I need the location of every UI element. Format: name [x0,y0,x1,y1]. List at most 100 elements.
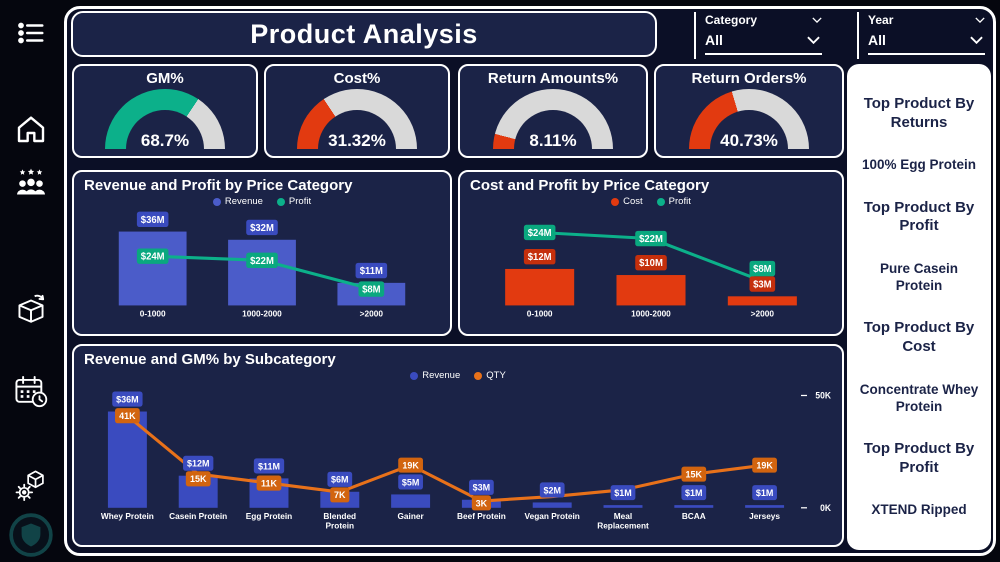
svg-text:$22M: $22M [250,256,274,267]
svg-text:Replacement: Replacement [597,520,649,530]
category-slicer: Category All [694,12,824,59]
kpi-title: Return Amounts% [487,70,619,87]
kpi-title: Cost% [333,70,381,87]
kpi-value: 40.73% [720,131,778,150]
svg-text:1000-2000: 1000-2000 [242,309,282,319]
svg-text:$36M: $36M [141,215,165,226]
svg-text:$12M: $12M [187,458,210,468]
svg-text:>2000: >2000 [751,309,775,319]
legend-item[interactable]: Cost [611,196,643,207]
kpi-value: 8.11% [529,131,577,150]
svg-text:Casein Protein: Casein Protein [169,511,227,521]
svg-text:Jerseys: Jerseys [749,511,780,521]
chart-title: Cost and Profit by Price Category [470,177,710,194]
top-product-value: Concentrate Whey Protein [859,381,979,414]
cost-profit-plot[interactable]: 0-1000 1000-2000 >2000 $12M $10M $3M $24M $22M $… [468,209,834,328]
svg-text:Blended: Blended [323,511,356,521]
svg-text:11K: 11K [261,478,277,488]
revenue-profit-chart-card: Revenue and Profit by Price Category Rev… [72,170,452,336]
kpi-title: Return Orders% [691,70,807,87]
svg-text:Meal: Meal [614,511,632,521]
svg-text:$36M: $36M [116,394,139,404]
gauge: 40.73% [689,89,809,151]
revenue-profit-plot[interactable]: 0-1000 1000-2000 >2000 $36M $32M $11M $24M $22M… [82,209,442,328]
svg-text:7K: 7K [334,490,346,500]
svg-text:Egg Protein: Egg Protein [246,511,292,521]
svg-text:$3M: $3M [473,483,491,493]
svg-text:0K: 0K [820,503,832,513]
chart-legend: Revenue QTY [82,370,834,381]
page-title-bar: Product Analysis [71,11,657,57]
kpi-card-cost-[interactable]: Cost% 31.32% [264,64,450,158]
svg-text:19K: 19K [402,460,419,470]
legend-item[interactable]: Profit [276,196,311,207]
page-title: Product Analysis [250,18,478,49]
svg-text:$8M: $8M [753,264,771,275]
dashboard-frame: Product Analysis Category All Year All G… [64,6,996,556]
category-dropdown[interactable]: All [705,29,822,55]
chart-legend: Cost Profit [468,196,834,207]
legend-dot [276,197,285,206]
svg-text:$11M: $11M [258,461,280,471]
svg-text:Gainer: Gainer [397,511,424,521]
home-icon[interactable] [14,112,48,146]
svg-text:$22M: $22M [639,234,663,245]
chart-title: Revenue and GM% by Subcategory [84,351,336,368]
chart-title: Revenue and Profit by Price Category [84,177,353,194]
customers-icon[interactable] [14,166,48,200]
svg-text:$8M: $8M [362,284,380,295]
legend-dot [656,197,665,206]
slicer-value: All [868,32,886,48]
chevron-down-icon[interactable] [812,17,822,23]
svg-text:$24M: $24M [528,228,552,239]
svg-text:19K: 19K [756,460,773,470]
gauge: 68.7% [105,89,225,151]
svg-text:$6M: $6M [331,474,349,484]
svg-text:15K: 15K [686,469,703,479]
kpi-value: 68.7% [140,131,190,150]
slicer-value: All [705,32,723,48]
top-product-heading: Top Product By Returns [863,94,975,131]
slicer-label: Year [868,13,894,27]
kpi-value: 31.32% [328,131,386,150]
gauge: 8.11% [493,89,613,151]
calendar-clock-icon[interactable] [14,374,48,408]
year-dropdown[interactable]: All [868,29,985,55]
legend-item[interactable]: QTY [474,370,506,381]
kpi-title: GM% [146,70,184,87]
year-slicer: Year All [857,12,987,59]
top-product-value: Pure Casein Protein [879,260,959,293]
svg-text:3K: 3K [476,498,488,508]
cost-profit-chart-card: Cost and Profit by Price Category Cost Pr… [458,170,844,336]
kpi-card-return-amounts-[interactable]: Return Amounts% 8.11% [458,64,648,158]
brand-logo [8,512,54,558]
top-product-value: 100% Egg Protein [861,157,977,172]
svg-text:$3M: $3M [753,279,771,290]
svg-text:0-1000: 0-1000 [527,309,553,319]
svg-text:$10M: $10M [639,258,663,269]
kpi-card-gm-[interactable]: GM% 68.7% [72,64,258,158]
kpi-card-return-orders-[interactable]: Return Orders% 40.73% [654,64,844,158]
svg-text:$1M: $1M [614,488,632,498]
product-settings-icon[interactable] [14,468,48,502]
legend-item[interactable]: Profit [656,196,691,207]
chart-legend: Revenue Profit [82,196,442,207]
gauge: 31.32% [297,89,417,151]
svg-text:15K: 15K [190,474,207,484]
chevron-down-icon[interactable] [975,17,985,23]
legend-item[interactable]: Revenue [212,196,263,207]
svg-text:$1M: $1M [685,488,703,498]
slicer-label: Category [705,13,758,27]
top-product-heading: Top Product By Cost [863,319,975,356]
svg-text:1000-2000: 1000-2000 [631,309,671,319]
menu-icon[interactable] [14,16,48,50]
svg-text:$12M: $12M [528,252,552,263]
top-product-heading: Top Product By Profit [863,440,975,476]
legend-item[interactable]: Revenue [410,370,460,381]
svg-text:50K: 50K [815,390,831,400]
returns-icon[interactable] [14,292,48,326]
right-panel: Top Product By Returns 100% Egg Protein T… [847,64,991,550]
subcategory-chart-card: Revenue and GM% by Subcategory Revenue QT… [72,344,844,547]
subcategory-plot[interactable]: Whey Protein Casein Protein Egg Protein Ble… [82,383,834,539]
svg-text:$24M: $24M [141,252,165,263]
